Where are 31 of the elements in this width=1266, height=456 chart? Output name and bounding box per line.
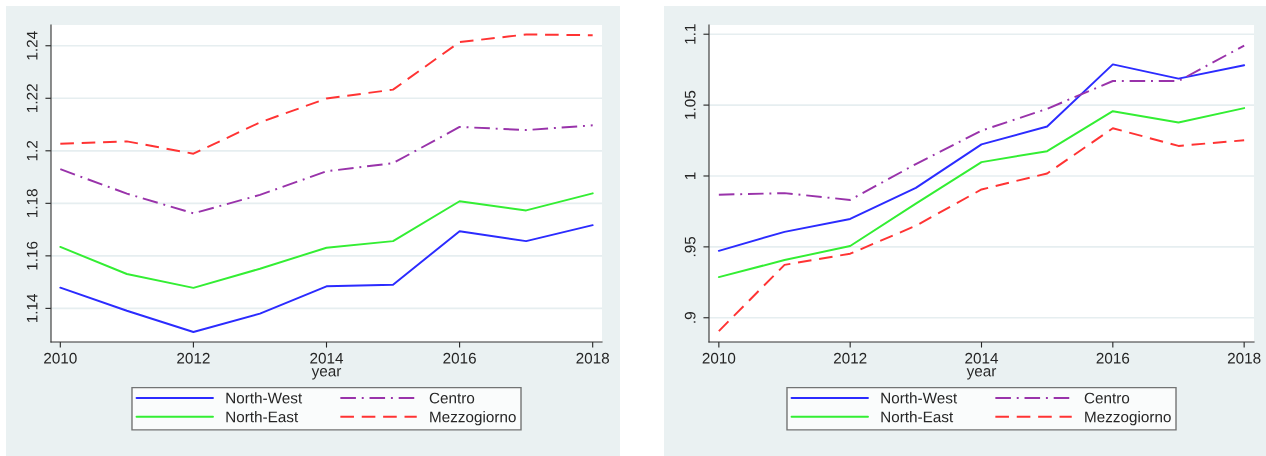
- x-tick-label: 2012: [833, 352, 867, 364]
- x-tick-label: 2016: [443, 352, 476, 364]
- y-tick-label: 1.16: [26, 241, 38, 270]
- y-tick-label: 1.24: [26, 31, 38, 60]
- y-tick-label: .95: [684, 236, 696, 257]
- legend-label: Mezzogiorno: [1085, 411, 1171, 426]
- y-tick-label: 1: [684, 172, 696, 180]
- x-tick-label: 2016: [1096, 352, 1130, 364]
- x-tick-label: 2010: [44, 352, 77, 364]
- x-axis-title: year: [966, 368, 997, 380]
- y-tick-label: 1.22: [26, 84, 38, 112]
- x-tick-label: 2010: [702, 352, 736, 364]
- y-tick-label: 1.2: [26, 140, 38, 161]
- x-axis-title: year: [311, 368, 342, 380]
- y-tick-label: 1.14: [26, 293, 38, 323]
- y-tick-label: .9: [684, 312, 696, 323]
- legend-label: North-West: [226, 392, 303, 404]
- x-tick-label: 2014: [310, 352, 344, 364]
- y-tick-label: 1.05: [684, 90, 696, 119]
- legend-label: Centro: [1084, 392, 1130, 404]
- legend-label: Centro: [429, 392, 475, 404]
- y-tick-label: 1.1: [684, 24, 696, 44]
- x-tick-label: 2018: [1227, 352, 1261, 364]
- x-tick-label: 2014: [965, 352, 999, 364]
- x-tick-label: 2018: [576, 352, 610, 364]
- legend-label: North-East: [881, 411, 954, 423]
- x-tick-label: 2012: [177, 352, 210, 364]
- legend-label: Mezzogiorno: [430, 411, 516, 426]
- y-tick-label: 1.18: [26, 189, 38, 218]
- legend-label: North-West: [881, 392, 958, 404]
- legend-label: North-East: [226, 411, 299, 423]
